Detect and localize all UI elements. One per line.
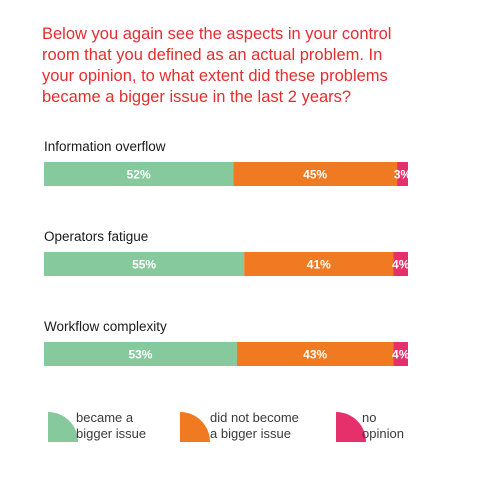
legend-swatch xyxy=(180,412,210,442)
legend-swatch xyxy=(336,412,366,442)
category-label: Information overflow xyxy=(44,139,166,154)
data-label: 53% xyxy=(128,348,152,362)
data-label: 4% xyxy=(392,348,410,362)
bar-segment xyxy=(236,342,394,366)
legend-label: no opinion xyxy=(362,410,404,441)
data-label: 41% xyxy=(307,258,331,272)
data-label: 3% xyxy=(394,168,412,182)
data-label: 43% xyxy=(303,348,327,362)
bar-segment xyxy=(44,342,237,366)
bar-segment xyxy=(244,252,394,276)
bar-segment xyxy=(393,252,408,276)
data-label: 4% xyxy=(392,258,410,272)
legend-swatch xyxy=(48,412,78,442)
category-label: Workflow complexity xyxy=(44,319,167,334)
category-label: Operators fatigue xyxy=(44,229,148,244)
bar-segment xyxy=(44,252,245,276)
data-label: 45% xyxy=(303,168,327,182)
chart-title: Below you again see the aspects in your … xyxy=(42,25,392,106)
bar-segment xyxy=(233,162,398,186)
bar-segment xyxy=(44,162,234,186)
bar-segment xyxy=(393,342,408,366)
data-label: 55% xyxy=(132,258,156,272)
bar-segment xyxy=(397,162,408,186)
legend-label: did not become a bigger issue xyxy=(210,410,299,441)
data-label: 52% xyxy=(127,168,151,182)
legend-label: became a bigger issue xyxy=(76,410,147,441)
